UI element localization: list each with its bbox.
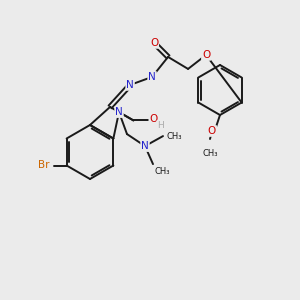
Text: O: O [202, 50, 210, 60]
Text: O: O [149, 114, 158, 124]
Text: N: N [148, 72, 156, 82]
Text: N: N [115, 107, 123, 117]
Text: CH₃: CH₃ [155, 167, 170, 176]
Text: CH₃: CH₃ [202, 149, 218, 158]
Text: N: N [126, 80, 134, 90]
Text: CH₃: CH₃ [167, 132, 182, 141]
Text: Br: Br [38, 160, 50, 170]
Text: O: O [150, 38, 158, 48]
Text: N: N [141, 141, 149, 151]
Text: H: H [157, 121, 164, 130]
Text: O: O [208, 126, 216, 136]
